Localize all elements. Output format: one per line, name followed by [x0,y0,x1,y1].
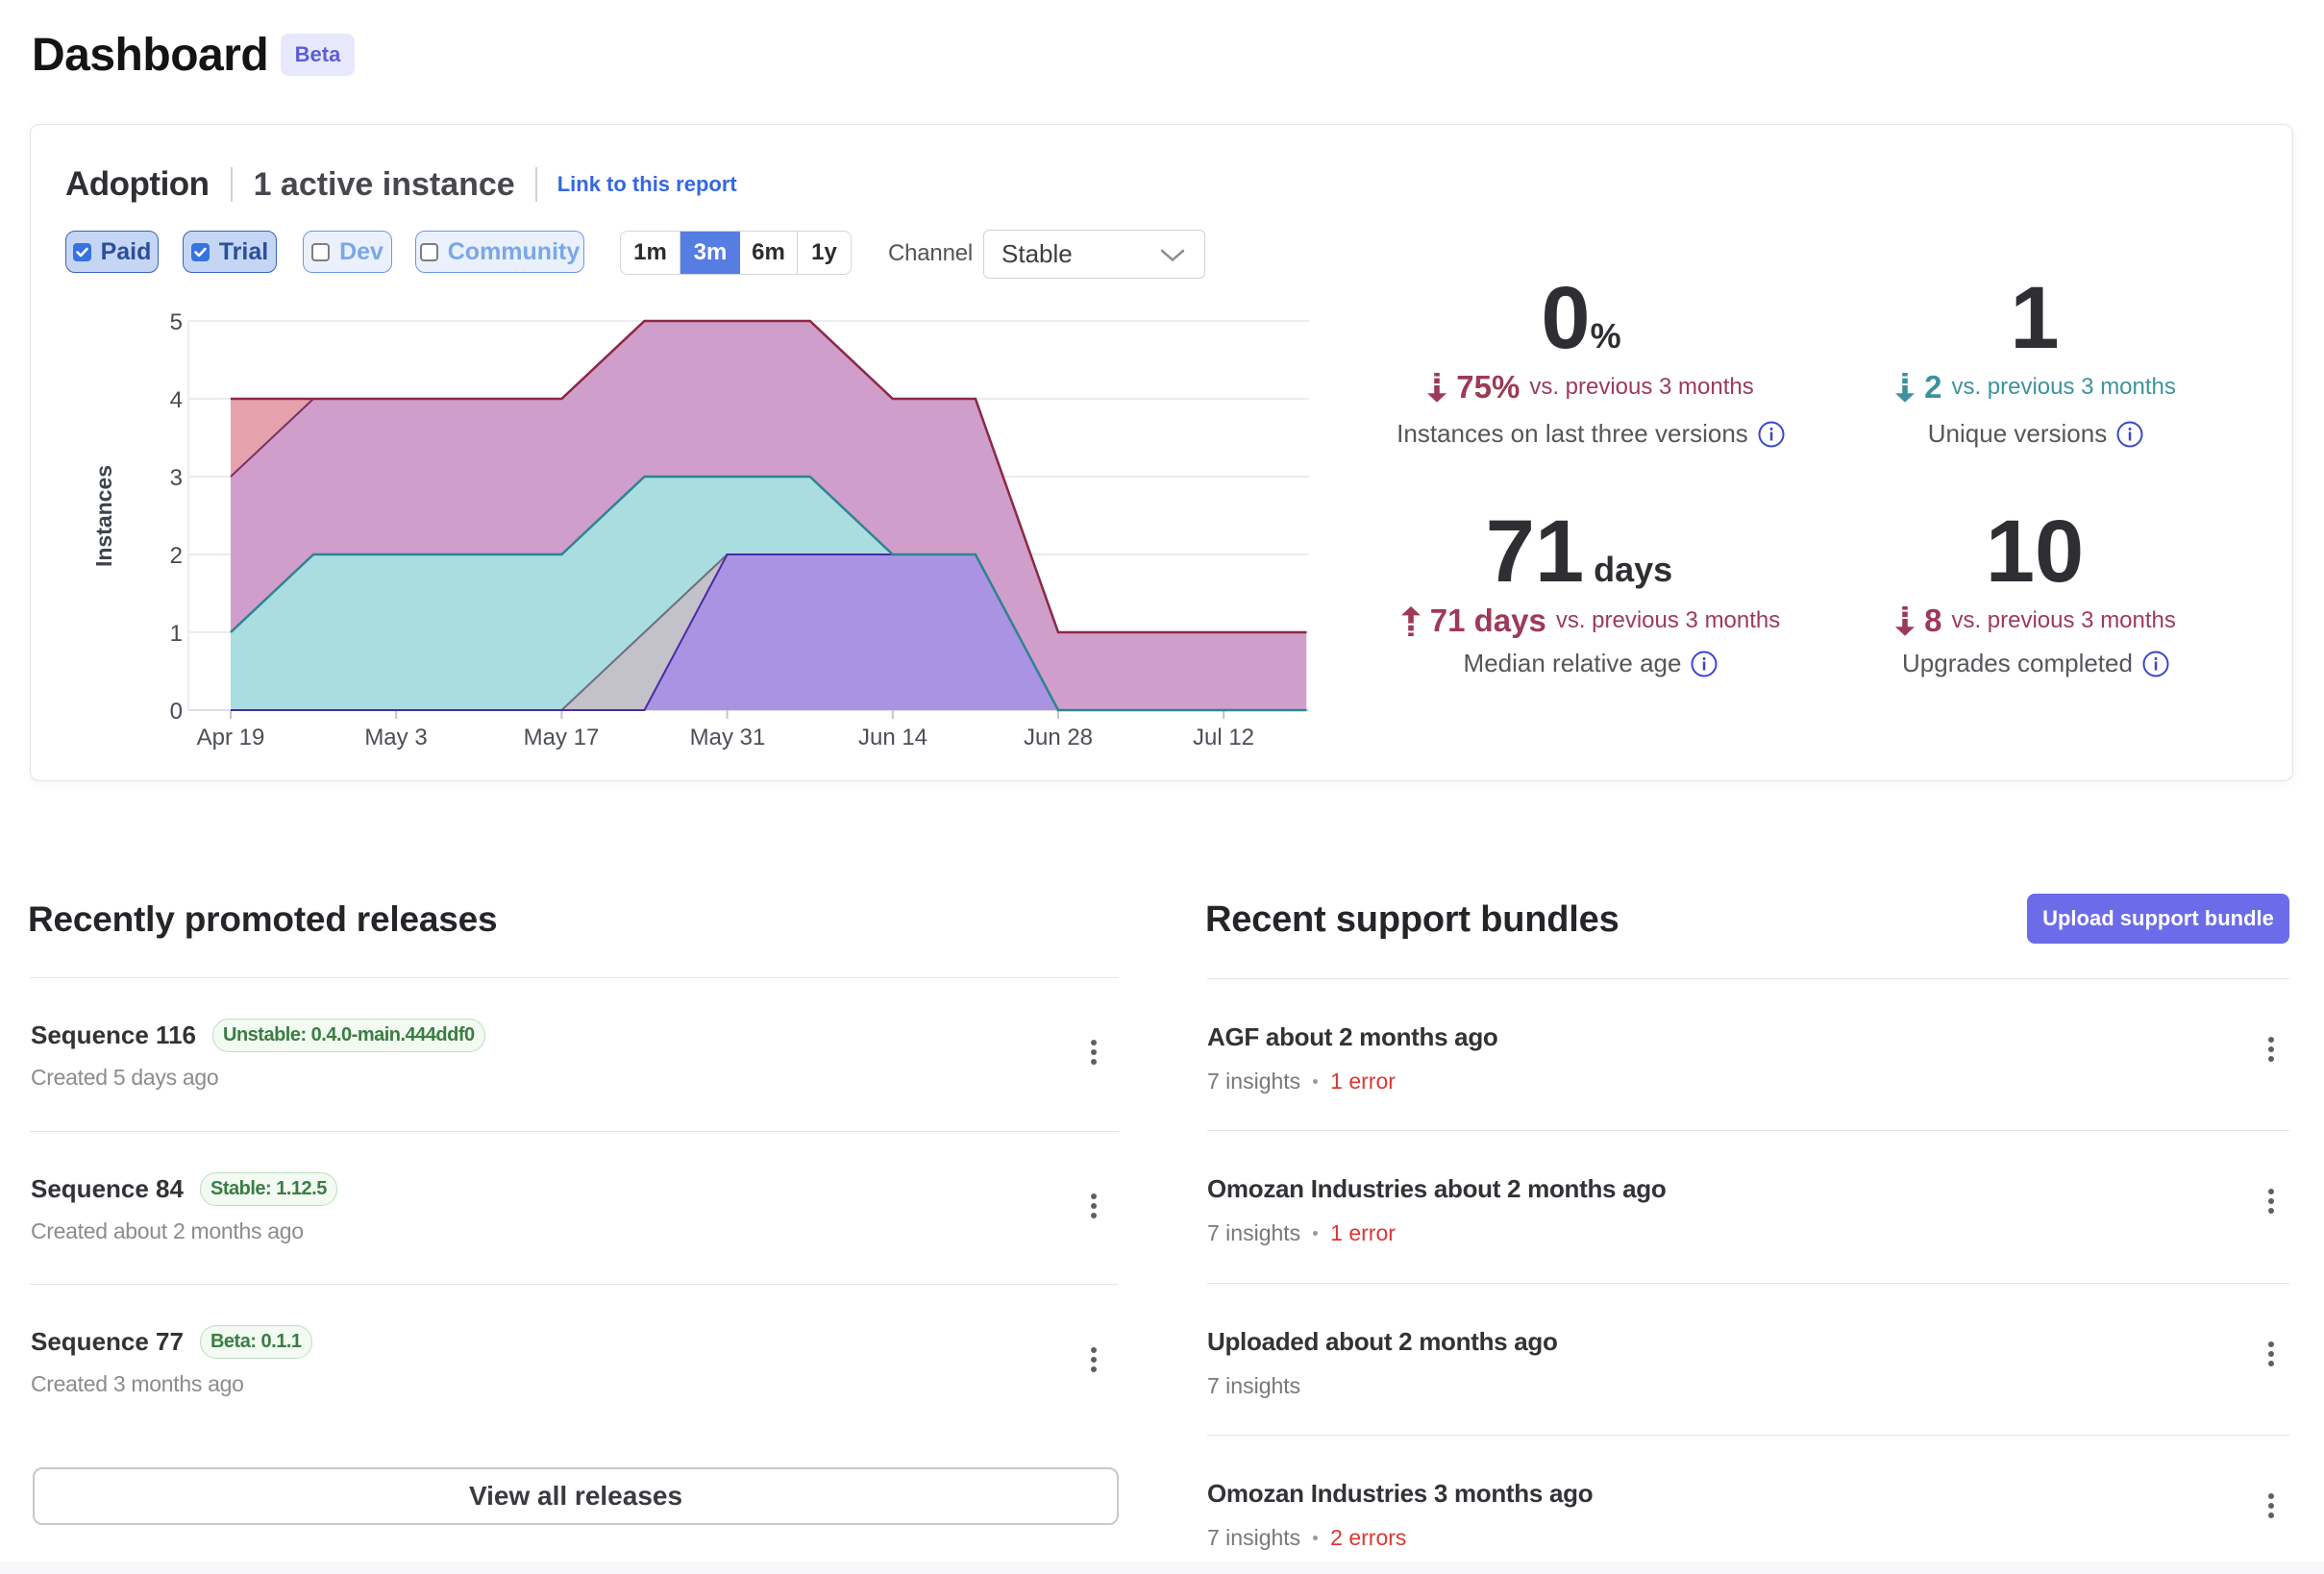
svg-text:Apr 19: Apr 19 [197,725,265,750]
svg-text:Jul 12: Jul 12 [1193,725,1254,750]
svg-text:Jun 14: Jun 14 [858,725,927,750]
svg-text:3: 3 [170,465,183,491]
svg-text:4: 4 [170,387,183,413]
svg-text:Instances: Instances [91,465,116,567]
svg-text:May 17: May 17 [524,725,600,750]
svg-text:Jun 28: Jun 28 [1024,725,1093,750]
svg-text:0: 0 [170,699,183,725]
svg-text:May 31: May 31 [690,725,766,750]
svg-text:2: 2 [170,543,183,569]
svg-text:May 3: May 3 [364,725,427,750]
svg-text:1: 1 [170,621,183,647]
svg-text:5: 5 [170,309,183,335]
